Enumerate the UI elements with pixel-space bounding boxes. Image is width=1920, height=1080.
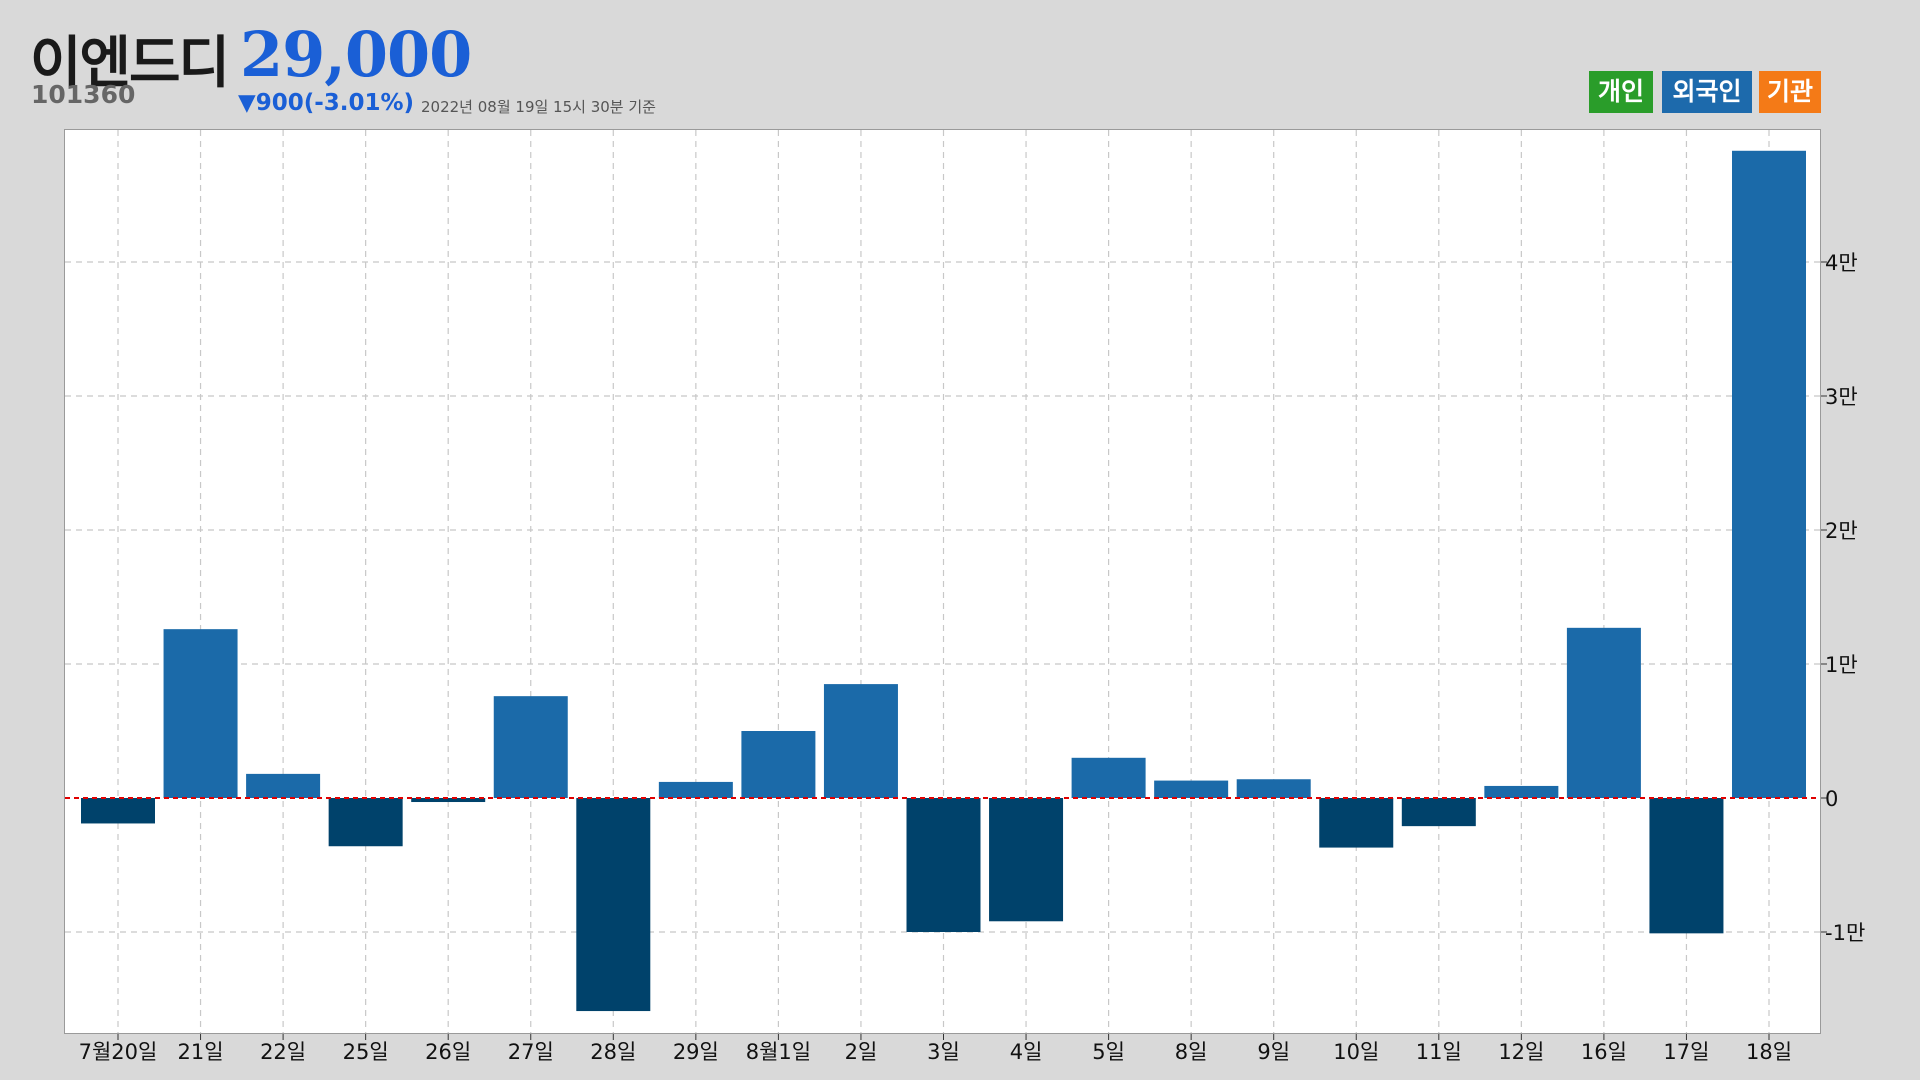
bar <box>906 798 981 932</box>
x-tick-label: 27일 <box>508 1040 554 1064</box>
x-tick-label: 22일 <box>260 1040 306 1064</box>
y-tick-label: 0 <box>1825 787 1838 811</box>
bar <box>741 731 816 798</box>
bar <box>1732 150 1806 798</box>
bar <box>576 798 651 1012</box>
x-tick-label: 2일 <box>845 1040 878 1064</box>
y-tick-label: 3만 <box>1825 385 1858 409</box>
x-tick-label: 28일 <box>590 1040 636 1064</box>
bar <box>1649 798 1724 934</box>
bar <box>246 773 321 798</box>
y-tick-label: -1만 <box>1825 921 1865 945</box>
bar <box>823 684 898 798</box>
x-tick-label: 7월20일 <box>79 1040 158 1064</box>
y-tick-label: 2만 <box>1825 519 1858 543</box>
x-tick-label: 16일 <box>1581 1040 1627 1064</box>
bar <box>658 781 733 798</box>
bar <box>81 798 155 824</box>
x-tick-label: 9일 <box>1257 1040 1290 1064</box>
bar <box>1236 779 1311 798</box>
x-tick-label: 10일 <box>1333 1040 1379 1064</box>
bar <box>1401 798 1476 827</box>
y-tick-label: 4만 <box>1825 251 1858 275</box>
legend-individual: 개인 <box>1589 71 1653 113</box>
bar <box>493 696 568 798</box>
bar <box>163 629 238 798</box>
legend-institution: 기관 <box>1759 71 1821 113</box>
x-tick-label: 3일 <box>927 1040 960 1064</box>
x-tick-label: 18일 <box>1746 1040 1792 1064</box>
stock-code: 101360 <box>31 80 136 109</box>
x-tick-label: 29일 <box>673 1040 719 1064</box>
x-tick-label: 26일 <box>425 1040 471 1064</box>
bar <box>1319 798 1394 848</box>
x-tick-label: 8일 <box>1175 1040 1208 1064</box>
bar <box>1071 757 1146 798</box>
bar <box>1566 627 1641 798</box>
legend-foreign: 외국인 <box>1662 71 1752 113</box>
stock-name: 이엔드디 <box>30 31 230 96</box>
x-tick-label: 4일 <box>1010 1040 1043 1064</box>
bar <box>1484 785 1559 798</box>
bar <box>328 798 403 847</box>
price-change: ▼900(-3.01%) <box>238 90 415 116</box>
y-tick-label: 1만 <box>1825 653 1858 677</box>
as-of-timestamp: 2022년 08월 19일 15시 30분 기준 <box>421 98 656 116</box>
x-tick-label: 11일 <box>1416 1040 1462 1064</box>
current-price: 29,000 <box>240 18 472 91</box>
bar <box>989 798 1064 922</box>
x-tick-label: 8월1일 <box>746 1040 811 1064</box>
x-tick-label: 25일 <box>343 1040 389 1064</box>
x-tick-label: 21일 <box>178 1040 224 1064</box>
x-tick-label: 5일 <box>1092 1040 1125 1064</box>
bar <box>1154 780 1229 798</box>
bar <box>411 798 486 803</box>
x-tick-label: 12일 <box>1498 1040 1544 1064</box>
x-tick-label: 17일 <box>1663 1040 1709 1064</box>
